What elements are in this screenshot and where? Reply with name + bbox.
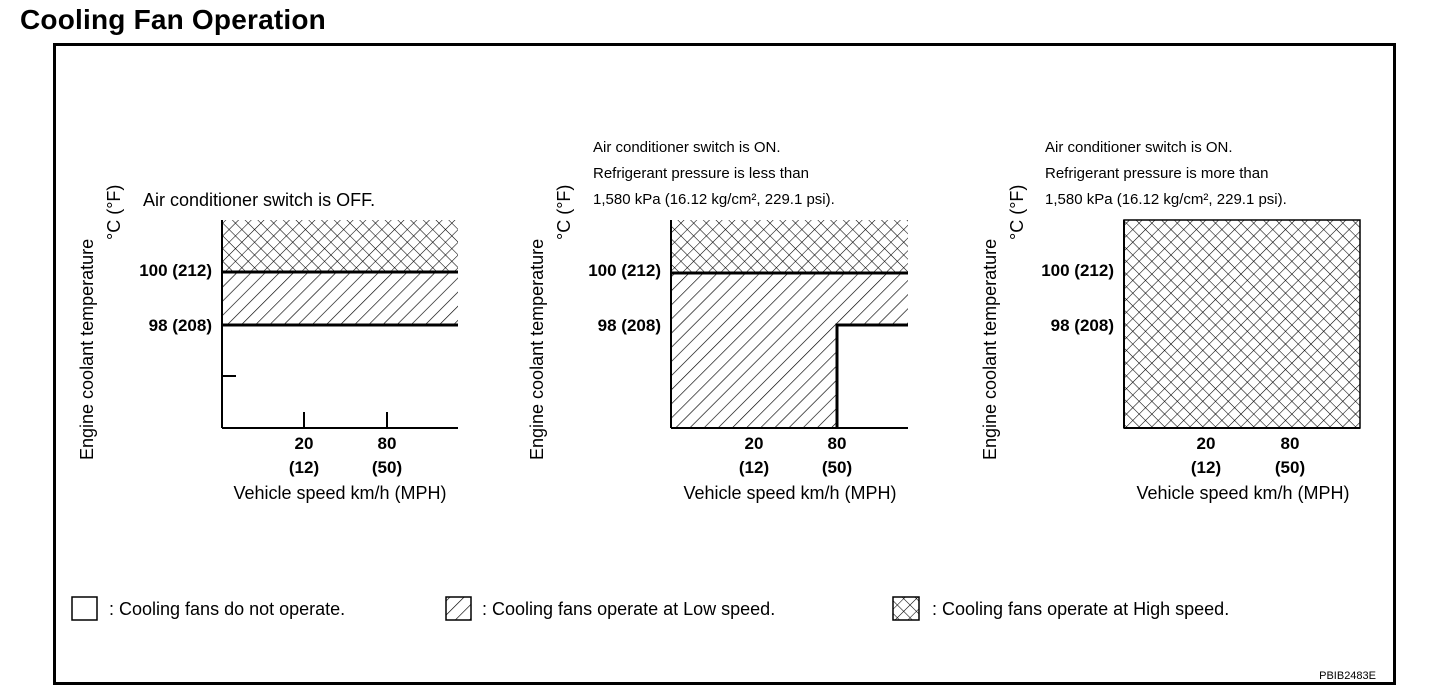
x-tick-label-20: 20 [1197,434,1216,453]
page-title: Cooling Fan Operation [20,4,326,35]
condition-line-2: Refrigerant pressure is less than [593,165,809,182]
condition-line-1: Air conditioner switch is ON. [1045,139,1233,156]
high-speed-region [1123,219,1361,429]
y-axis-label: Engine coolant temperature [980,239,1000,460]
x-tick-label-12: (12) [739,458,769,477]
y-tick-label-98: 98 (208) [598,316,661,335]
low-speed-region [671,273,908,428]
x-tick-label-50: (50) [822,458,852,477]
condition-line-1: Air conditioner switch is OFF. [143,190,375,210]
y-tick-label-100: 100 (212) [1041,261,1114,280]
x-tick-label-80: 80 [378,434,397,453]
panel-2: Engine coolant temperature °C (°F) Air c… [527,139,908,503]
condition-line-3: 1,580 kPa (16.12 kg/cm², 229.1 psi). [1045,191,1287,208]
high-speed-region [671,220,908,273]
condition-line-2: Refrigerant pressure is more than [1045,165,1268,182]
legend-swatch-low [445,596,472,621]
x-tick-label-50: (50) [1275,458,1305,477]
legend-swatch-none [71,596,98,621]
legend-label-none: : Cooling fans do not operate. [109,599,345,619]
legend-label-high: : Cooling fans operate at High speed. [932,599,1229,619]
legend-swatch-high [892,596,920,621]
panel-1: Engine coolant temperature °C (°F) Air c… [77,185,458,503]
figure-code: PBIB2483E [1319,670,1376,682]
low-speed-region [222,272,458,325]
y-axis-unit: °C (°F) [104,185,124,240]
x-tick-label-80: 80 [828,434,847,453]
x-tick-label-80: 80 [1281,434,1300,453]
y-axis-label: Engine coolant temperature [527,239,547,460]
diagram-frame [53,43,1396,685]
legend: : Cooling fans do not operate. : Cooling… [71,596,1229,621]
threshold-step [835,323,908,428]
y-tick-label-98: 98 (208) [1051,316,1114,335]
x-tick-label-50: (50) [372,458,402,477]
x-axis-label: Vehicle speed km/h (MPH) [233,483,446,503]
x-tick-label-20: 20 [745,434,764,453]
y-axis-unit: °C (°F) [554,185,574,240]
x-tick-label-12: (12) [289,458,319,477]
y-tick-label-100: 100 (212) [588,261,661,280]
high-speed-region [222,220,458,272]
x-axis-label: Vehicle speed km/h (MPH) [683,483,896,503]
condition-line-1: Air conditioner switch is ON. [593,139,781,156]
panel-3: Engine coolant temperature °C (°F) Air c… [980,139,1361,503]
x-tick-label-12: (12) [1191,458,1221,477]
y-axis-label: Engine coolant temperature [77,239,97,460]
x-axis-label: Vehicle speed km/h (MPH) [1136,483,1349,503]
y-axis-unit: °C (°F) [1007,185,1027,240]
y-tick-label-98: 98 (208) [149,316,212,335]
x-tick-label-20: 20 [295,434,314,453]
condition-line-3: 1,580 kPa (16.12 kg/cm², 229.1 psi). [593,191,835,208]
y-tick-label-100: 100 (212) [139,261,212,280]
legend-label-low: : Cooling fans operate at Low speed. [482,599,775,619]
